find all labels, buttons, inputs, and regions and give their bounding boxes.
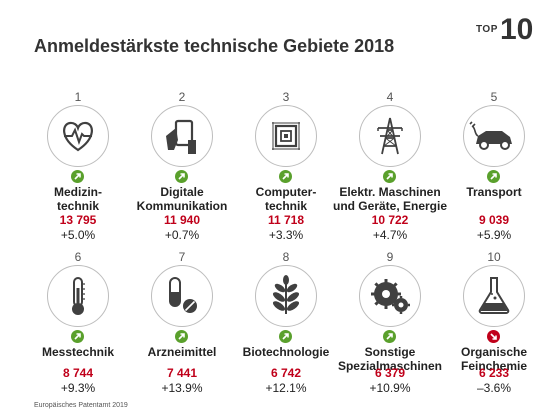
category-item: 10OrganischeFeinchemie6 233–3.6% bbox=[442, 250, 546, 400]
category-name-line: Computer- bbox=[226, 185, 346, 199]
icon-circle bbox=[151, 265, 213, 327]
icon-circle bbox=[47, 265, 109, 327]
badge-number: 10 bbox=[500, 10, 533, 50]
pill-icon bbox=[152, 266, 212, 326]
category-name-line: Biotechnologie bbox=[226, 345, 346, 359]
trend-up-icon bbox=[175, 170, 188, 183]
category-item: 6Messtechnik8 744+9.3% bbox=[26, 250, 130, 400]
category-item: 3Computer-technik11 718+3.3% bbox=[234, 90, 338, 240]
percent-change: +0.7% bbox=[130, 228, 234, 242]
category-name-line: Kommunikation bbox=[122, 199, 242, 213]
trend-down-icon bbox=[487, 330, 500, 343]
chip-icon bbox=[256, 106, 316, 166]
percent-change: +13.9% bbox=[130, 381, 234, 395]
source-note: Europäisches Patentamt 2019 bbox=[34, 402, 128, 409]
category-name-line: Messtechnik bbox=[18, 345, 138, 359]
icon-circle bbox=[359, 265, 421, 327]
category-name-line: technik bbox=[226, 199, 346, 213]
icon-circle bbox=[255, 265, 317, 327]
category-name: Computer-technik bbox=[226, 185, 346, 213]
category-name: Elektr. Maschinenund Geräte, Energie bbox=[330, 185, 450, 213]
category-name-line: Medizin- bbox=[18, 185, 138, 199]
power-pylon-icon bbox=[360, 106, 420, 166]
rank-number: 10 bbox=[442, 250, 546, 264]
category-name: Transport bbox=[434, 185, 554, 199]
category-name: DigitaleKommunikation bbox=[122, 185, 242, 213]
icon-circle bbox=[463, 265, 525, 327]
category-item: 5Transport9 039+5.9% bbox=[442, 90, 546, 240]
heartbeat-icon bbox=[48, 106, 108, 166]
icon-circle bbox=[463, 105, 525, 167]
thermometer-icon bbox=[48, 266, 108, 326]
badge-top-label: TOP bbox=[476, 24, 498, 35]
rank-number: 1 bbox=[26, 90, 130, 104]
application-count: 6 233 bbox=[442, 366, 546, 380]
percent-change: +10.9% bbox=[338, 381, 442, 395]
percent-change: +5.0% bbox=[26, 228, 130, 242]
category-name: Medizin-technik bbox=[18, 185, 138, 213]
category-name-line: Transport bbox=[434, 185, 554, 199]
category-item: 7Arzneimittel7 441+13.9% bbox=[130, 250, 234, 400]
tablet-hand-icon bbox=[152, 106, 212, 166]
trend-up-icon bbox=[487, 170, 500, 183]
category-item: 9SonstigeSpezialmaschinen6 379+10.9% bbox=[338, 250, 442, 400]
category-name: Biotechnologie bbox=[226, 345, 346, 359]
category-item: 8Biotechnologie6 742+12.1% bbox=[234, 250, 338, 400]
application-count: 13 795 bbox=[26, 213, 130, 227]
icon-circle bbox=[47, 105, 109, 167]
category-name-line: Sonstige bbox=[330, 345, 450, 359]
rank-number: 3 bbox=[234, 90, 338, 104]
percent-change: +3.3% bbox=[234, 228, 338, 242]
percent-change: +4.7% bbox=[338, 228, 442, 242]
icon-circle bbox=[151, 105, 213, 167]
rank-number: 4 bbox=[338, 90, 442, 104]
percent-change: +5.9% bbox=[442, 228, 546, 242]
category-name: Arzneimittel bbox=[122, 345, 242, 359]
category-name-line: Elektr. Maschinen bbox=[330, 185, 450, 199]
gears-icon bbox=[360, 266, 420, 326]
application-count: 6 742 bbox=[234, 366, 338, 380]
percent-change: +9.3% bbox=[26, 381, 130, 395]
application-count: 11 718 bbox=[234, 213, 338, 227]
rank-number: 8 bbox=[234, 250, 338, 264]
trend-up-icon bbox=[175, 330, 188, 343]
category-name-line: technik bbox=[18, 199, 138, 213]
percent-change: –3.6% bbox=[442, 381, 546, 395]
trend-up-icon bbox=[71, 170, 84, 183]
application-count: 11 940 bbox=[130, 213, 234, 227]
percent-change: +12.1% bbox=[234, 381, 338, 395]
trend-up-icon bbox=[279, 170, 292, 183]
icon-circle bbox=[359, 105, 421, 167]
rank-number: 9 bbox=[338, 250, 442, 264]
top-ten-badge: TOP 10 bbox=[476, 10, 536, 52]
application-count: 8 744 bbox=[26, 366, 130, 380]
category-name-line: und Geräte, Energie bbox=[330, 199, 450, 213]
category-item: 1Medizin-technik13 795+5.0% bbox=[26, 90, 130, 240]
trend-up-icon bbox=[383, 170, 396, 183]
rank-number: 6 bbox=[26, 250, 130, 264]
rank-number: 2 bbox=[130, 90, 234, 104]
rank-number: 5 bbox=[442, 90, 546, 104]
category-name: Messtechnik bbox=[18, 345, 138, 359]
category-item: 4Elektr. Maschinenund Geräte, Energie10 … bbox=[338, 90, 442, 240]
application-count: 7 441 bbox=[130, 366, 234, 380]
application-count: 9 039 bbox=[442, 213, 546, 227]
category-name-line: Arzneimittel bbox=[122, 345, 242, 359]
application-count: 6 379 bbox=[338, 366, 442, 380]
rank-number: 7 bbox=[130, 250, 234, 264]
electric-car-icon bbox=[464, 106, 524, 166]
icon-circle bbox=[255, 105, 317, 167]
category-name-line: Organische bbox=[434, 345, 554, 359]
application-count: 10 722 bbox=[338, 213, 442, 227]
category-name-line: Digitale bbox=[122, 185, 242, 199]
leaf-sprout-icon bbox=[256, 266, 316, 326]
category-item: 2DigitaleKommunikation11 940+0.7% bbox=[130, 90, 234, 240]
flask-icon bbox=[464, 266, 524, 326]
trend-up-icon bbox=[279, 330, 292, 343]
ranking-grid: 1Medizin-technik13 795+5.0%2DigitaleKomm… bbox=[26, 90, 546, 400]
page-title: Anmeldestärkste technische Gebiete 2018 bbox=[34, 36, 394, 57]
trend-up-icon bbox=[383, 330, 396, 343]
trend-up-icon bbox=[71, 330, 84, 343]
